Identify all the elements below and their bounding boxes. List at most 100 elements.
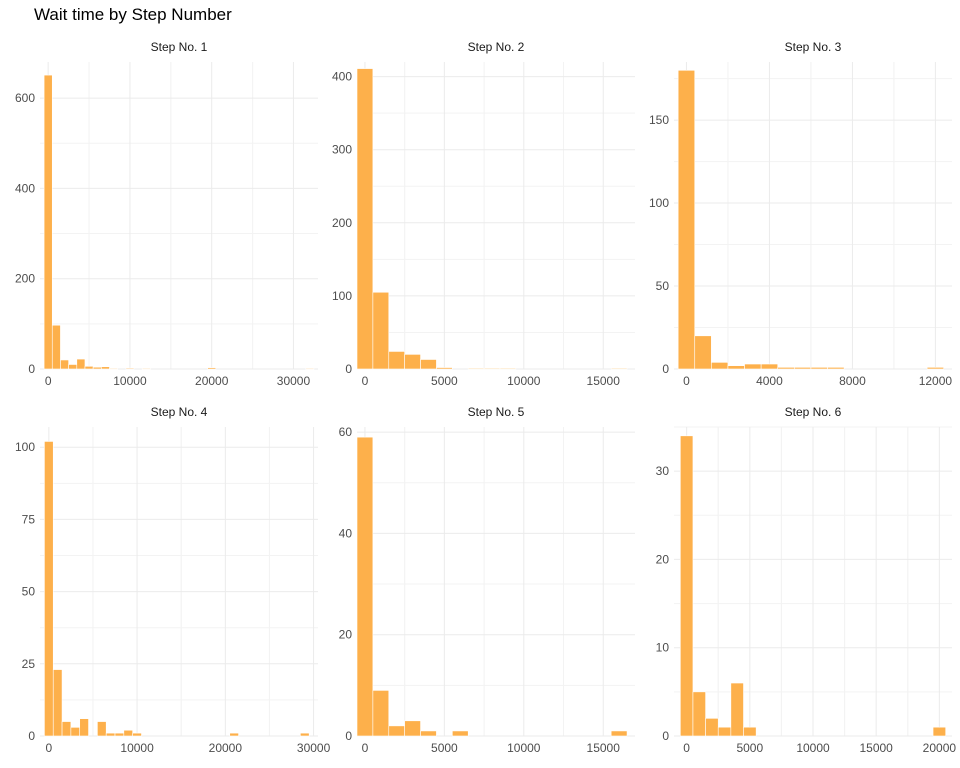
histogram-bar xyxy=(105,732,116,737)
y-tick-label: 0 xyxy=(28,729,35,743)
y-tick-label: 75 xyxy=(22,512,36,526)
x-tick-label: 10000 xyxy=(507,374,541,388)
histogram-bar xyxy=(76,358,86,370)
histogram-bar xyxy=(51,324,61,370)
panel-2: Step No. 2 0 100 200 300 400 0 5000 10000 15000 xyxy=(332,40,635,388)
histogram-bar xyxy=(101,366,110,370)
histogram-bar xyxy=(125,367,135,370)
y-tick-label: 0 xyxy=(662,362,669,376)
panel-1: Step No. 1 0 200 400 600 0 10000 20000 30000 xyxy=(15,40,318,388)
y-tick-label: 400 xyxy=(15,181,35,195)
histogram-bar xyxy=(305,368,315,370)
histogram-bar xyxy=(730,682,744,737)
histogram-bar xyxy=(109,368,118,370)
facet-strip-label: Step No. 1 xyxy=(151,40,208,54)
histogram-bar xyxy=(404,354,421,370)
histogram-bar xyxy=(677,69,696,370)
panel-3: Step No. 3 0 50 100 150 0 4000 8000 12000 xyxy=(649,40,952,388)
histogram-bar xyxy=(229,732,239,737)
histogram-bar xyxy=(926,367,945,370)
x-tick-label: 5000 xyxy=(431,741,458,755)
histogram-bar xyxy=(694,335,712,370)
histogram-bar xyxy=(467,367,485,370)
x-tick-label: 12000 xyxy=(919,374,953,388)
y-tick-label: 60 xyxy=(339,425,353,439)
x-tick-label: 30000 xyxy=(297,741,331,755)
histogram-bar xyxy=(79,718,89,737)
y-tick-label: 20 xyxy=(339,628,353,642)
histogram-bar xyxy=(743,726,757,737)
histogram-bar xyxy=(60,359,69,370)
histogram-bar xyxy=(372,291,390,370)
histogram-bar xyxy=(372,690,390,737)
x-tick-label: 0 xyxy=(683,374,690,388)
histogram-bar xyxy=(827,367,845,370)
y-tick-label: 40 xyxy=(339,526,353,540)
histogram-bar xyxy=(610,367,628,370)
y-tick-label: 20 xyxy=(656,552,670,566)
facet-strip-label: Step No. 4 xyxy=(151,405,208,419)
y-tick-label: 0 xyxy=(345,362,352,376)
histogram-bar xyxy=(727,365,745,370)
histogram-bar xyxy=(300,732,310,737)
x-tick-label: 15000 xyxy=(587,374,621,388)
y-tick-label: 300 xyxy=(332,143,352,157)
facet-strip-label: Step No. 6 xyxy=(785,405,842,419)
x-tick-label: 10000 xyxy=(113,374,147,388)
x-tick-label: 15000 xyxy=(859,741,893,755)
histogram-bar xyxy=(610,730,628,737)
x-tick-label: 10000 xyxy=(507,741,541,755)
histogram-bar xyxy=(483,367,501,370)
y-tick-label: 50 xyxy=(22,585,36,599)
y-tick-label: 30 xyxy=(656,464,670,478)
histogram-bar xyxy=(760,363,779,370)
histogram-bar xyxy=(404,720,421,737)
y-tick-label: 0 xyxy=(345,729,352,743)
x-tick-label: 20000 xyxy=(923,741,957,755)
y-tick-label: 600 xyxy=(15,91,35,105)
histogram-bar xyxy=(123,729,133,737)
y-tick-label: 0 xyxy=(662,729,669,743)
x-tick-label: 8000 xyxy=(839,374,866,388)
y-tick-label: 200 xyxy=(15,272,35,286)
x-tick-label: 0 xyxy=(45,741,52,755)
histogram-bar xyxy=(114,732,125,737)
x-tick-label: 0 xyxy=(362,741,369,755)
y-tick-label: 100 xyxy=(649,196,669,210)
y-tick-label: 400 xyxy=(332,70,352,84)
y-tick-label: 50 xyxy=(656,279,670,293)
histogram-bar xyxy=(932,726,946,737)
y-tick-label: 0 xyxy=(28,362,35,376)
x-tick-label: 0 xyxy=(683,741,690,755)
y-tick-label: 150 xyxy=(649,113,669,127)
x-tick-label: 20000 xyxy=(209,741,243,755)
histogram-bar xyxy=(711,362,729,370)
histogram-bar xyxy=(717,726,732,737)
y-tick-label: 10 xyxy=(656,641,670,655)
panel-6: Step No. 6 0 10 20 30 0 5000 10000 15000 20000 xyxy=(656,405,957,755)
y-tick-label: 200 xyxy=(332,216,352,230)
histogram-bar xyxy=(92,366,102,370)
histogram-bar xyxy=(692,691,706,737)
histogram-bar xyxy=(84,365,94,370)
histogram-bar xyxy=(810,367,828,370)
x-tick-label: 20000 xyxy=(195,374,229,388)
histogram-bar xyxy=(356,436,374,737)
x-tick-label: 4000 xyxy=(756,374,783,388)
histogram-bar xyxy=(680,435,694,737)
histogram-bar xyxy=(61,721,72,737)
histogram-bar xyxy=(356,68,374,370)
facet-strip-label: Step No. 5 xyxy=(468,405,525,419)
histogram-bar xyxy=(70,727,81,737)
histogram-bar xyxy=(499,367,517,370)
x-tick-label: 5000 xyxy=(431,374,458,388)
facet-strip-label: Step No. 2 xyxy=(468,40,525,54)
histogram-bar xyxy=(68,364,78,370)
histogram-bar xyxy=(420,730,437,737)
histogram-bar xyxy=(794,367,812,370)
panel-4: Step No. 4 0 25 50 75 100 0 10000 20000 30000 xyxy=(15,405,331,755)
histogram-bar xyxy=(777,367,795,370)
facet-strip-label: Step No. 3 xyxy=(785,40,842,54)
histogram-bar xyxy=(141,368,151,370)
